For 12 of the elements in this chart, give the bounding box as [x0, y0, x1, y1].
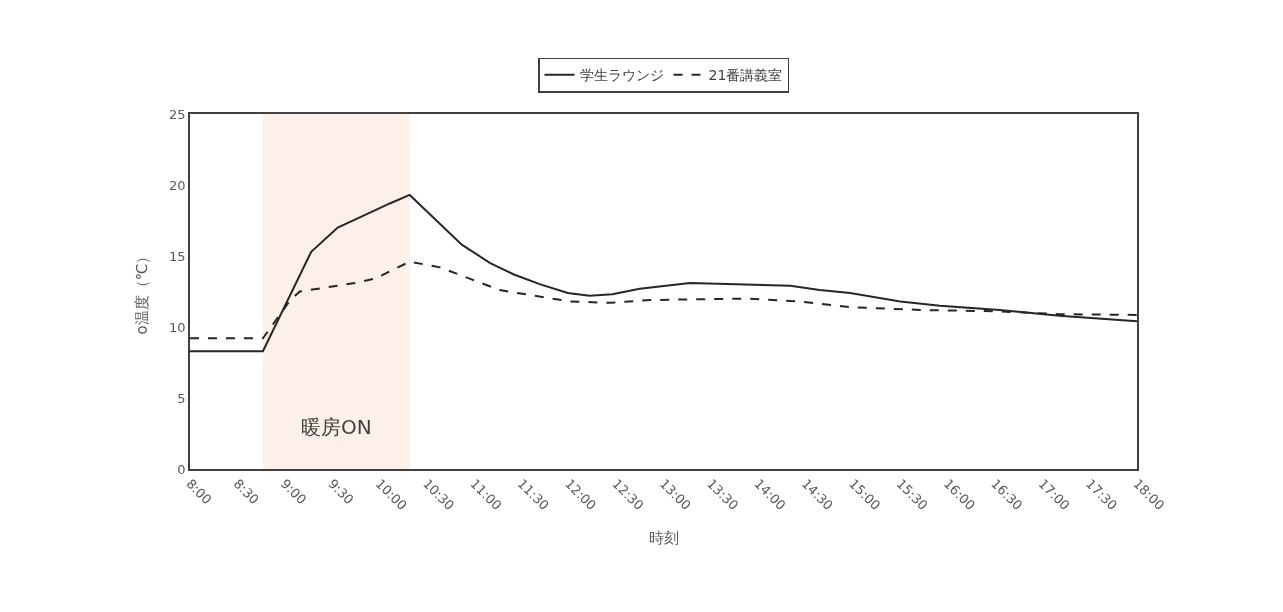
band-label: 暖房ON: [301, 415, 372, 439]
x-axis-title: 時刻: [648, 528, 679, 547]
line-series: [190, 193, 1137, 353]
y-tick-label: 20: [169, 177, 186, 193]
y-tick-label: 0: [177, 461, 186, 477]
y-tick-label: 25: [169, 106, 186, 122]
legend-label: 21番講義室: [708, 67, 783, 84]
y-axis-title: o温度（℃）: [132, 248, 151, 335]
y-tick-label: 5: [177, 390, 186, 406]
y-tick-label: 10: [169, 319, 186, 335]
legend-label: 学生ラウンジ: [579, 67, 664, 84]
y-tick-label: 15: [169, 248, 186, 264]
